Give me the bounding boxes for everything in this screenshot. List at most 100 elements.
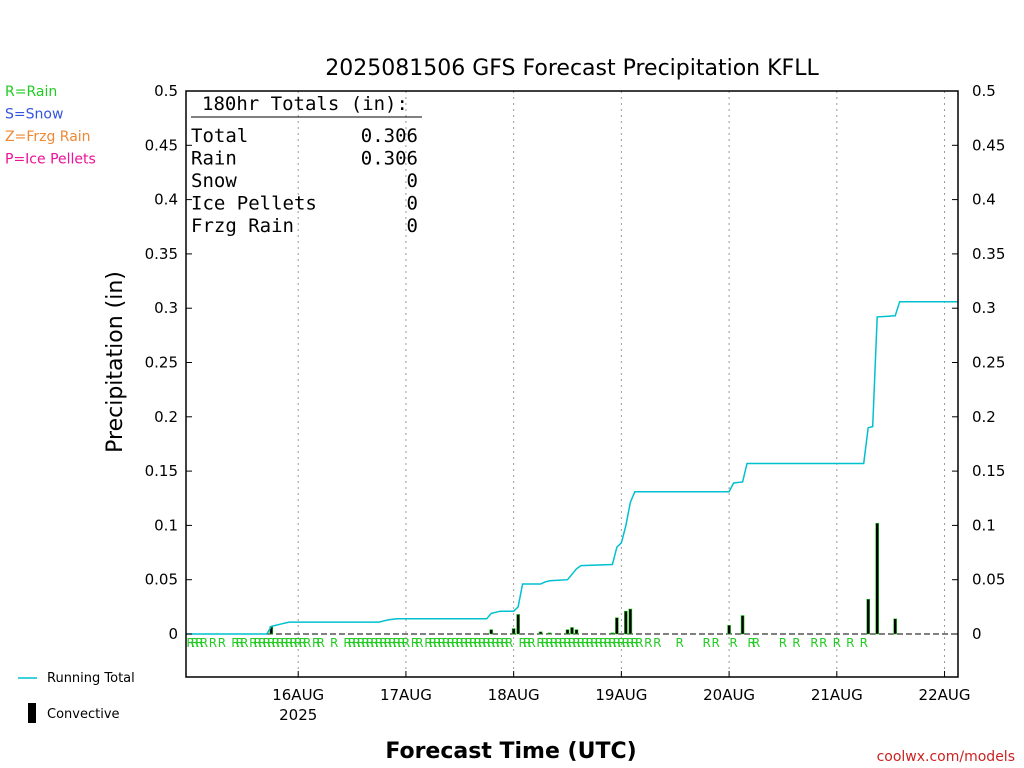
rain-marker: R	[456, 636, 464, 650]
rain-marker: R	[702, 636, 710, 650]
y-tick-label-left: 0.25	[145, 354, 178, 372]
rain-marker: R	[393, 636, 401, 650]
rain-marker: R	[590, 636, 598, 650]
rain-marker: R	[581, 636, 589, 650]
y-tick-label-left: 0	[168, 625, 178, 643]
rain-marker: R	[518, 636, 526, 650]
rain-marker: R	[810, 636, 818, 650]
y-axis-label: Precipitation (in)	[103, 271, 128, 453]
rain-marker: R	[711, 636, 719, 650]
rain-marker: R	[272, 636, 280, 650]
rain-marker: R	[559, 636, 567, 650]
rain-marker: R	[231, 636, 239, 650]
rain-marker: R	[617, 636, 625, 650]
y-tick-label-left: 0.15	[145, 462, 178, 480]
y-tick-label-left: 0.5	[154, 82, 178, 100]
rain-marker: R	[415, 636, 423, 650]
rain-marker: R	[447, 636, 455, 650]
rain-marker: R	[258, 636, 266, 650]
totals-row-label: Snow	[191, 170, 237, 192]
convective-bar	[727, 625, 731, 635]
x-tick-label: 22AUG	[919, 686, 971, 704]
chart-legend: Running Total Convective	[18, 671, 135, 723]
x-tick-label: 17AUG	[380, 686, 432, 704]
rain-marker: R	[460, 636, 468, 650]
rain-marker: R	[644, 636, 652, 650]
totals-row-value: 0	[407, 170, 418, 192]
y-tick-label-right: 0.5	[972, 82, 996, 100]
rain-marker: R	[379, 636, 387, 650]
running-total-line	[186, 300, 958, 635]
rain-marker: R	[186, 636, 194, 650]
rain-marker: R	[316, 636, 324, 650]
convective-bars	[269, 522, 897, 635]
chart-title: 2025081506 GFS Forecast Precipitation KF…	[325, 56, 819, 81]
rain-marker: R	[779, 636, 787, 650]
rain-marker: R	[267, 636, 275, 650]
rain-marker: R	[846, 636, 854, 650]
rain-marker: R	[348, 636, 356, 650]
legend-convective-swatch	[28, 703, 36, 723]
x-tick-label: 20AUG	[703, 686, 755, 704]
rain-marker: R	[860, 636, 868, 650]
totals-row-label: Total	[191, 125, 248, 147]
plot-frame	[185, 90, 959, 678]
y-tick-label-left: 0.45	[145, 136, 178, 154]
rain-marker: R	[496, 636, 504, 650]
rain-marker: R	[541, 636, 549, 650]
rain-marker: R	[492, 636, 500, 650]
rain-marker: R	[568, 636, 576, 650]
rain-marker: R	[819, 636, 827, 650]
rain-marker: R	[523, 636, 531, 650]
x-tick-label: 21AUG	[811, 686, 863, 704]
rain-marker: R	[209, 636, 217, 650]
totals-heading: 180hr Totals (in):	[202, 93, 408, 115]
totals-row-label: Frzg Rain	[191, 215, 294, 237]
totals-rows: Total 0.306 Rain 0.306 Snow 0 Ice Pellets 0 Frzg…	[191, 125, 418, 237]
y-tick-label-right: 0.35	[972, 245, 1005, 263]
y-tick-label-right: 0	[972, 625, 982, 643]
rain-marker: R	[833, 636, 841, 650]
rain-marker: R	[438, 636, 446, 650]
legend-running-total-label: Running Total	[47, 671, 135, 686]
rain-marker: R	[402, 636, 410, 650]
legend-convective-label: Convective	[47, 707, 120, 722]
totals-row-value: 0	[407, 193, 418, 215]
rain-marker: R	[577, 636, 585, 650]
rain-marker: R	[366, 636, 374, 650]
totals-row-value: 0.306	[361, 125, 418, 147]
rain-marker: R	[550, 636, 558, 650]
rain-marker: R	[285, 636, 293, 650]
rain-marker: R	[653, 636, 661, 650]
rain-marker: R	[429, 636, 437, 650]
rain-marker: R	[501, 636, 509, 650]
x-tick-label: 19AUG	[595, 686, 647, 704]
rain-marker: R	[191, 636, 199, 650]
rain-marker: R	[527, 636, 535, 650]
precip-key-item: P=Ice Pellets	[5, 152, 96, 168]
rain-marker: R	[613, 636, 621, 650]
rain-marker: R	[586, 636, 594, 650]
convective-bar	[516, 614, 520, 635]
y-tick-label-left: 0.35	[145, 245, 178, 263]
y-tick-label-left: 0.2	[154, 408, 178, 426]
grid-layer	[297, 91, 946, 677]
rain-marker: R	[254, 636, 262, 650]
rain-marker: R	[563, 636, 571, 650]
credit-text: coolwx.com/models	[877, 749, 1015, 765]
precip-key-item: S=Snow	[5, 107, 63, 123]
y-tick-label-right: 0.45	[972, 136, 1005, 154]
precip-key-item: Z=Frzg Rain	[5, 129, 91, 145]
x-axis-label: Forecast Time (UTC)	[385, 739, 636, 764]
precip-type-key: R=Rain S=Snow Z=Frzg Rain P=Ice Pellets	[5, 84, 96, 168]
y-tick-label-left: 0.1	[154, 516, 178, 534]
totals-row-value: 0	[407, 215, 418, 237]
convective-bar	[624, 610, 628, 635]
convective-bar	[628, 608, 633, 635]
rain-marker: R	[469, 636, 477, 650]
rain-marker: R	[599, 636, 607, 650]
y-tick-label-right: 0.25	[972, 354, 1005, 372]
rain-marker: R	[554, 636, 562, 650]
y-tick-label-right: 0.15	[972, 462, 1005, 480]
